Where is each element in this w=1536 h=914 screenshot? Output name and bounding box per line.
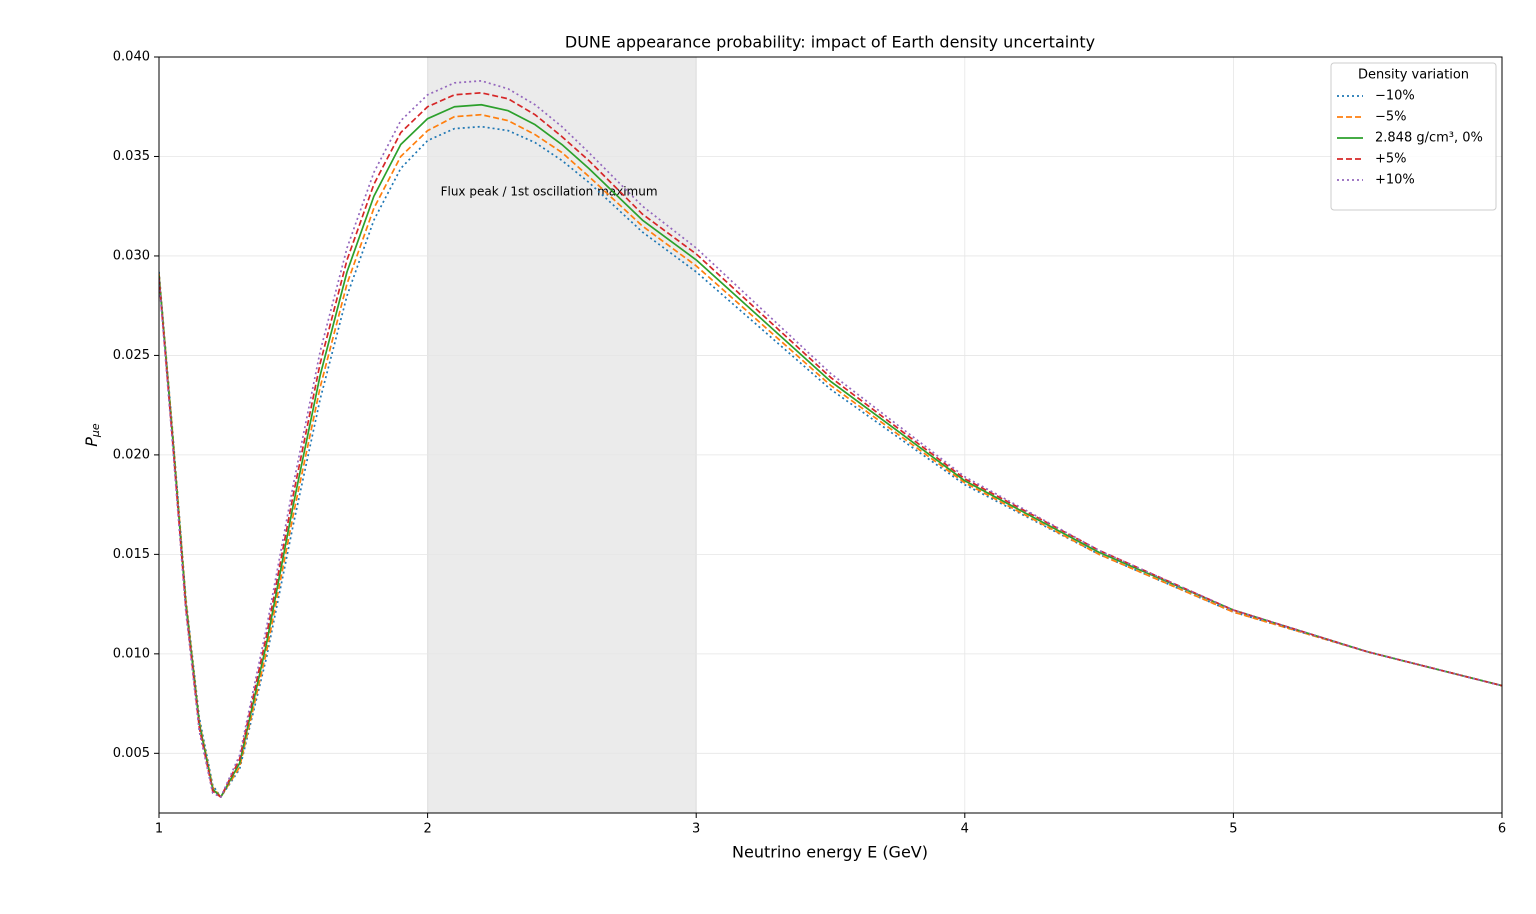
series-line <box>159 113 1502 798</box>
legend-label: 2.848 g/cm³, 0% <box>1375 131 1483 146</box>
y-tick-label: 0.035 <box>113 149 150 164</box>
y-label-subscript: μe <box>89 423 102 438</box>
series-line <box>159 80 1502 798</box>
series-line <box>159 125 1502 798</box>
legend-label: +10% <box>1375 173 1415 188</box>
y-tick-label: 0.010 <box>113 646 150 661</box>
x-axis-label: Neutrino energy E (GeV) <box>732 843 928 862</box>
x-tick-label: 4 <box>961 822 969 837</box>
y-tick-label: 0.015 <box>113 547 150 562</box>
y-tick-label: 0.025 <box>113 348 150 363</box>
legend-label: −5% <box>1375 110 1407 125</box>
x-tick-label: 2 <box>423 822 431 837</box>
y-axis-label: Pμe <box>82 423 103 447</box>
span-annotation: Flux peak / 1st oscillation maximum <box>441 185 658 199</box>
y-tick-label: 0.005 <box>113 746 150 761</box>
x-tick-label: 3 <box>692 822 700 837</box>
x-tick-label: 6 <box>1498 822 1506 837</box>
series-line <box>159 91 1502 798</box>
legend-box <box>1330 62 1497 211</box>
series-line <box>159 103 1502 798</box>
legend-label: +5% <box>1375 152 1407 167</box>
y-label-symbol: P <box>82 437 101 447</box>
legend-label: −10% <box>1375 89 1415 104</box>
plot-frame <box>158 56 1503 814</box>
y-tick-label: 0.030 <box>113 248 150 263</box>
y-tick-label: 0.020 <box>113 447 150 462</box>
shaded-span <box>427 56 697 814</box>
legend-title: Density variation <box>1358 68 1469 83</box>
chart-title: DUNE appearance probability: impact of E… <box>565 33 1095 52</box>
x-tick-label: 5 <box>1229 822 1237 837</box>
y-tick-label: 0.040 <box>113 50 150 65</box>
x-tick-label: 1 <box>155 822 163 837</box>
